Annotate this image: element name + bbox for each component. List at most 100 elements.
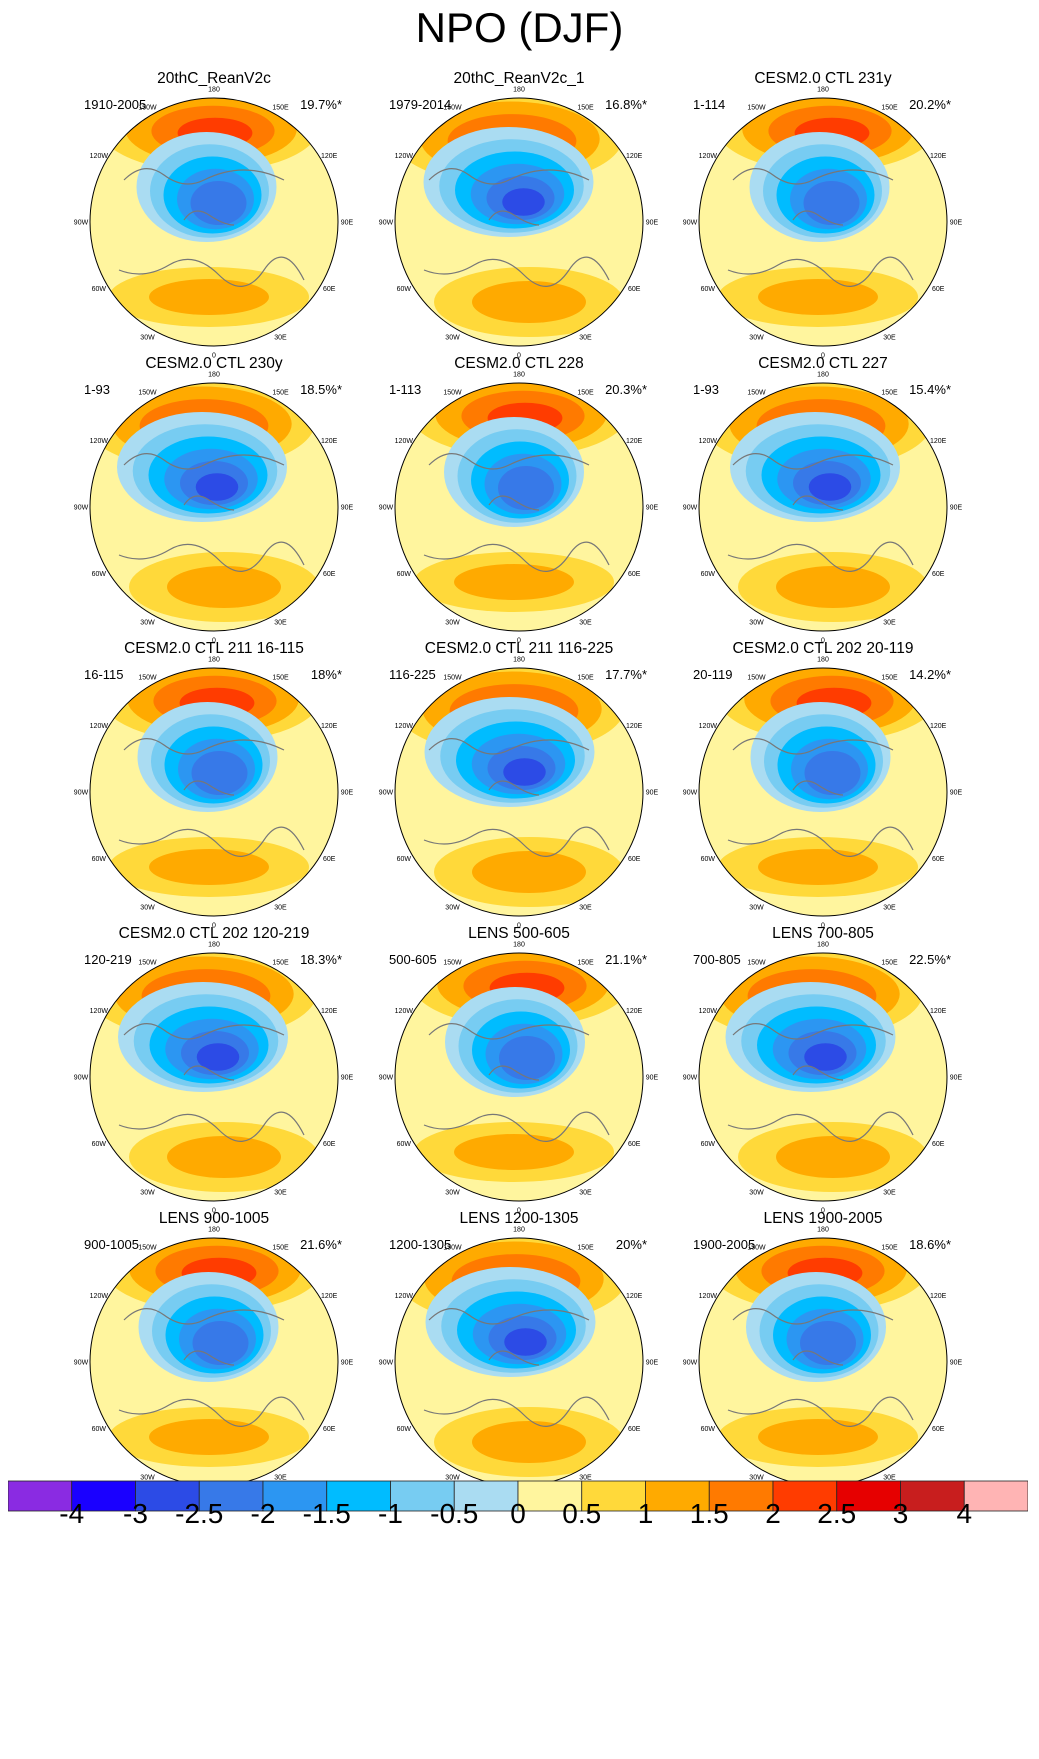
longitude-label: 150E bbox=[881, 674, 898, 681]
panel-period: 120-219 bbox=[84, 952, 132, 967]
colorbar-swatch bbox=[71, 1480, 136, 1512]
low-anomaly-contour bbox=[499, 1036, 555, 1080]
longitude-label: 90E bbox=[646, 220, 659, 227]
low-anomaly-contour bbox=[190, 181, 247, 225]
longitude-label: 60E bbox=[932, 286, 945, 293]
south-anomaly-contour bbox=[149, 849, 269, 885]
longitude-label: 150W bbox=[138, 959, 157, 966]
longitude-label: 90W bbox=[683, 1075, 698, 1082]
map-panel: CESM2.0 CTL 228 1-113 20.3%* 180 150E 120E 90E… bbox=[369, 355, 669, 655]
low-anomaly-contour bbox=[192, 1321, 249, 1365]
panel-title: LENS 700-805 bbox=[772, 925, 874, 942]
polar-map: 180 150E 120E 90E 60E 30E 0 30W 60W 90W 120W 150W bbox=[379, 942, 659, 1215]
panel-period: 1-93 bbox=[693, 382, 720, 397]
colorbar-tick-label: 2 bbox=[765, 1498, 781, 1529]
colorbar-tick-label: 3 bbox=[892, 1498, 909, 1529]
map-panel: LENS 700-805 700-805 22.5%* 180 150E 120E 90E 6… bbox=[673, 925, 973, 1225]
longitude-label: 180 bbox=[513, 87, 525, 94]
panel-explained-variance: 21.1%* bbox=[605, 952, 647, 967]
polar-map: 180 150E 120E 90E 60E 30E 0 30W 60W 90W 120W 150W bbox=[74, 87, 354, 360]
panel-period: 900-1005 bbox=[84, 1237, 139, 1252]
polar-map: 180 150E 120E 90E 60E 30E 0 30W 60W 90W 120W 150W bbox=[379, 657, 659, 930]
longitude-label: 90E bbox=[950, 220, 963, 227]
map-panel: CESM2.0 CTL 211 16-115 16-115 18%* 180 150E 1… bbox=[64, 640, 364, 940]
map-panel: LENS 1900-2005 1900-2005 18.6%* 180 150E 120E… bbox=[673, 1210, 973, 1510]
coastline bbox=[423, 1023, 610, 1142]
longitude-label: 0 bbox=[517, 638, 521, 645]
panel-explained-variance: 14.2%* bbox=[909, 667, 951, 682]
longitude-label: 60E bbox=[932, 571, 945, 578]
longitude-label: 0 bbox=[212, 638, 216, 645]
longitude-label: 90E bbox=[950, 1360, 963, 1367]
coastline bbox=[423, 453, 610, 572]
panel-explained-variance: 15.4%* bbox=[909, 382, 951, 397]
longitude-label: 60E bbox=[628, 286, 641, 293]
colorbar-tick-label: -1 bbox=[378, 1498, 403, 1529]
longitude-label: 90E bbox=[646, 1075, 659, 1082]
longitude-label: 30E bbox=[579, 620, 592, 627]
panel-period: 1200-1305 bbox=[389, 1237, 452, 1252]
longitude-label: 90E bbox=[341, 790, 354, 797]
map-panel: CESM2.0 CTL 202 20-119 20-119 14.2%* 180 150… bbox=[673, 640, 973, 940]
longitude-label: 60E bbox=[628, 1141, 641, 1148]
longitude-label: 150W bbox=[443, 389, 462, 396]
longitude-label: 120E bbox=[930, 723, 947, 730]
south-anomaly-contour bbox=[472, 1421, 586, 1463]
colorbar-swatch bbox=[900, 1480, 965, 1512]
longitude-label: 90W bbox=[379, 220, 394, 227]
longitude-label: 180 bbox=[817, 942, 829, 949]
panel-explained-variance: 20.2%* bbox=[909, 97, 951, 112]
longitude-label: 120E bbox=[626, 1293, 643, 1300]
map-border bbox=[698, 952, 948, 1202]
longitude-label: 30W bbox=[140, 335, 155, 342]
panel-title: CESM2.0 CTL 202 20-119 bbox=[732, 640, 914, 657]
longitude-label: 180 bbox=[513, 1227, 525, 1234]
longitude-label: 150W bbox=[747, 389, 766, 396]
panel-title: CESM2.0 CTL 211 16-115 bbox=[124, 640, 304, 657]
longitude-label: 180 bbox=[208, 1227, 220, 1234]
longitude-label: 90W bbox=[683, 505, 698, 512]
longitude-label: 30E bbox=[883, 1190, 896, 1197]
longitude-label: 60W bbox=[92, 571, 107, 578]
longitude-label: 60E bbox=[932, 1426, 945, 1433]
longitude-label: 180 bbox=[208, 372, 220, 379]
polar-map: 180 150E 120E 90E 60E 30E 0 30W 60W 90W 120W 150W bbox=[74, 657, 354, 930]
longitude-label: 30E bbox=[274, 1190, 287, 1197]
longitude-label: 120E bbox=[930, 1008, 947, 1015]
map-border bbox=[394, 97, 644, 347]
longitude-label: 120W bbox=[699, 438, 718, 445]
longitude-label: 60W bbox=[397, 1141, 412, 1148]
longitude-label: 0 bbox=[821, 923, 825, 930]
longitude-label: 180 bbox=[817, 372, 829, 379]
longitude-label: 90E bbox=[646, 790, 659, 797]
longitude-label: 90E bbox=[341, 1360, 354, 1367]
longitude-label: 120E bbox=[626, 723, 643, 730]
panel-period: 16-115 bbox=[84, 667, 124, 682]
south-anomaly-contour bbox=[149, 1419, 269, 1455]
coastline bbox=[727, 168, 914, 287]
longitude-label: 60W bbox=[397, 1426, 412, 1433]
longitude-label: 150E bbox=[577, 389, 594, 396]
longitude-label: 30E bbox=[274, 335, 287, 342]
longitude-label: 60E bbox=[628, 1426, 641, 1433]
polar-map: 180 150E 120E 90E 60E 30E 0 30W 60W 90W 120W 150W bbox=[379, 372, 659, 645]
longitude-label: 60W bbox=[701, 571, 716, 578]
longitude-label: 60E bbox=[628, 571, 641, 578]
panel-title: CESM2.0 CTL 211 116-225 bbox=[424, 640, 614, 657]
longitude-label: 180 bbox=[817, 657, 829, 664]
longitude-label: 30W bbox=[749, 620, 764, 627]
longitude-label: 30W bbox=[140, 1190, 155, 1197]
longitude-label: 60E bbox=[323, 286, 336, 293]
longitude-label: 120E bbox=[930, 438, 947, 445]
longitude-label: 60W bbox=[397, 286, 412, 293]
colorbar-tick-label: 4 bbox=[956, 1498, 973, 1529]
longitude-label: 90E bbox=[341, 1075, 354, 1082]
polar-map: 180 150E 120E 90E 60E 30E 0 30W 60W 90W 120W 150W bbox=[74, 942, 354, 1215]
panel-period: 1900-2005 bbox=[693, 1237, 756, 1252]
panel-title: LENS 900-1005 bbox=[158, 1210, 270, 1227]
polar-map: 180 150E 120E 90E 60E 30E 0 30W 60W 90W 120W 150W bbox=[74, 372, 354, 645]
panel-explained-variance: 19.7%* bbox=[300, 97, 342, 112]
longitude-label: 120E bbox=[626, 153, 643, 160]
longitude-label: 0 bbox=[517, 1208, 521, 1215]
coastline bbox=[727, 1023, 914, 1142]
